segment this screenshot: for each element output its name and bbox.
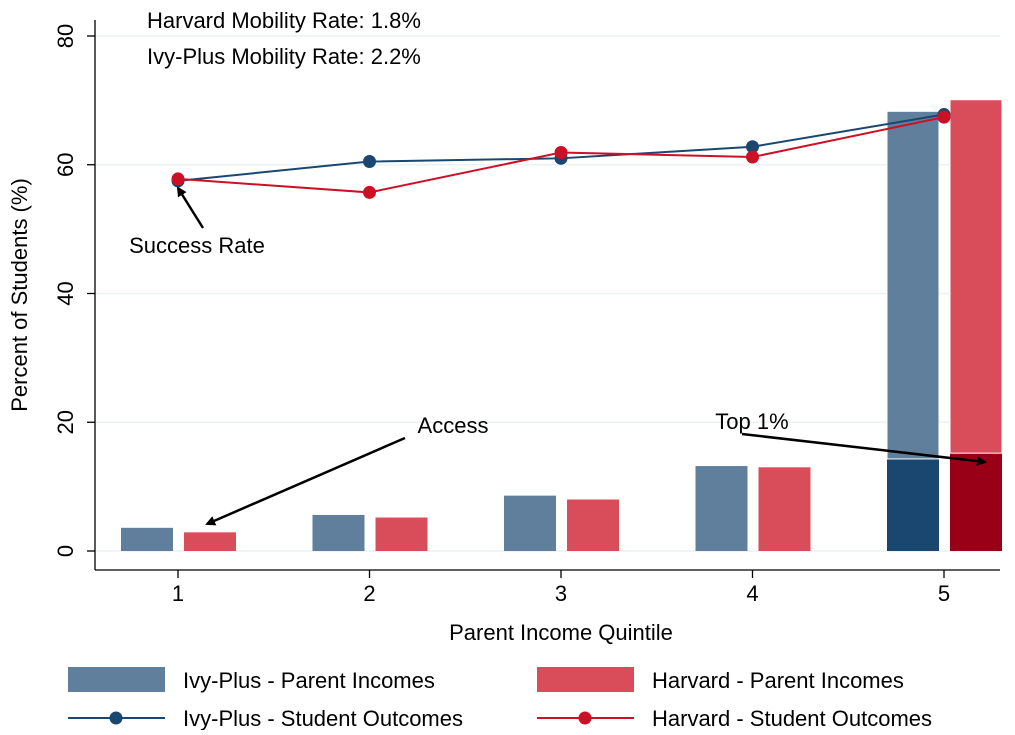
- legend-marker: [578, 711, 592, 725]
- x-tick-label: 4: [746, 581, 758, 606]
- bar: [121, 527, 173, 551]
- bar: [886, 110, 940, 460]
- bar: [184, 532, 236, 551]
- legend: Ivy-Plus - Parent Incomes Harvard - Paren…: [68, 667, 932, 731]
- bar: [375, 517, 428, 551]
- x-tick-label: 5: [938, 581, 950, 606]
- point: [554, 146, 568, 160]
- bar: [949, 99, 1003, 454]
- bar: [567, 499, 619, 551]
- x-tick-label: 2: [363, 581, 375, 606]
- point: [746, 150, 759, 164]
- y-tick-label: 20: [53, 410, 78, 434]
- legend-label: Harvard - Student Outcomes: [652, 706, 932, 730]
- annotation: Access: [418, 413, 489, 438]
- arrow: [205, 436, 406, 526]
- point: [746, 140, 759, 154]
- x-tick-label: 3: [555, 581, 567, 606]
- point: [363, 155, 376, 169]
- arrow: [176, 186, 205, 229]
- legend-label: Ivy-Plus - Student Outcomes: [183, 706, 463, 730]
- y-axis-title: Percent of Students (%): [7, 178, 32, 412]
- legend-label: Ivy-Plus - Parent Incomes: [183, 668, 435, 693]
- legend-marker: [109, 711, 123, 725]
- y-tick-label: 40: [53, 281, 78, 305]
- annotation: Harvard Mobility Rate: 1.8%: [147, 8, 421, 33]
- y-tick-label: 60: [53, 153, 78, 177]
- grid: [95, 35, 1000, 552]
- arrow: [741, 432, 987, 467]
- annotation: Ivy-Plus Mobility Rate: 2.2%: [147, 44, 421, 69]
- annotation: Success Rate: [129, 233, 265, 258]
- y-tick-label: 80: [53, 24, 78, 48]
- annotation: Top 1%: [715, 409, 788, 434]
- y-tick-label: 0: [53, 545, 78, 557]
- legend-swatch: [537, 667, 634, 692]
- bar: [695, 466, 748, 551]
- x-axis-title: Parent Income Quintile: [449, 620, 673, 645]
- legend-swatch: [68, 667, 165, 692]
- bar: [504, 495, 556, 551]
- legend-label: Harvard - Parent Incomes: [652, 668, 904, 693]
- point: [363, 185, 376, 199]
- bar: [312, 514, 365, 551]
- bar: [758, 467, 811, 551]
- lines: [171, 108, 951, 199]
- top-1-bar: [950, 453, 1002, 551]
- top-1-bar: [887, 458, 939, 551]
- point: [937, 110, 951, 124]
- point: [171, 172, 185, 186]
- bars: [121, 99, 1003, 551]
- x-tick-label: 1: [172, 581, 184, 606]
